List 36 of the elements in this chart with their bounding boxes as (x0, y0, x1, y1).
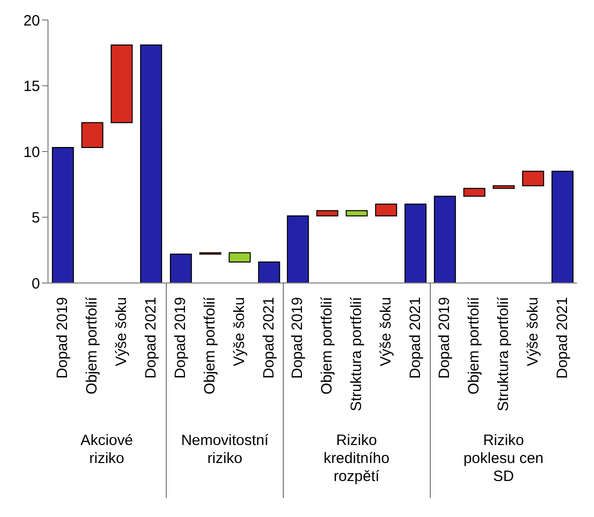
x-tick-label: Objem portfolií (84, 296, 101, 394)
y-tick-label: 15 (23, 78, 40, 96)
y-tick-label: 5 (32, 210, 40, 227)
bar (110, 44, 133, 124)
y-tick-label: 0 (32, 275, 40, 292)
bar (552, 170, 574, 283)
y-tick-label: 20 (23, 12, 40, 30)
x-tick-label: Dopad 2021 (406, 297, 424, 379)
x-axis-title: Riziko kreditního rozpětí (324, 432, 390, 485)
x-tick-label: Objem portfolií (466, 296, 483, 395)
x-axis-title: Nemovitostní riziko (180, 432, 269, 467)
x-tick-label: Struktura portfolií (495, 296, 512, 412)
x-tick-label: Výše šoku (378, 297, 395, 366)
x-tick-label: Struktura portfolií (348, 296, 366, 412)
x-axis-title: Riziko poklesu cen SD (464, 432, 544, 485)
x-tick-label: Výše šoku (112, 297, 130, 366)
x-tick-label: Výše šoku (230, 297, 248, 366)
bar (52, 147, 74, 283)
x-axis-title: Akciové riziko (80, 432, 134, 467)
x-tick-label: Dopad 2019 (436, 297, 454, 379)
bar (492, 185, 515, 189)
x-tick-label: Objem portfolií (201, 296, 218, 394)
x-tick-label: Dopad 2021 (142, 297, 160, 379)
x-tick-label: Dopad 2019 (54, 297, 72, 379)
x-tick-label: Dopad 2021 (554, 297, 571, 379)
x-tick-label: Objem portfolií (318, 296, 336, 395)
bar (140, 44, 162, 283)
y-tick-label: 10 (23, 144, 40, 161)
x-tick-label: Výše šoku (524, 297, 542, 366)
x-tick-label: Dopad 2019 (289, 297, 306, 379)
bar (81, 122, 104, 148)
x-tick-label: Dopad 2019 (172, 297, 189, 379)
bar (522, 170, 544, 186)
x-tick-label: Dopad 2021 (260, 297, 277, 379)
bar (434, 196, 456, 283)
bar (464, 188, 486, 197)
